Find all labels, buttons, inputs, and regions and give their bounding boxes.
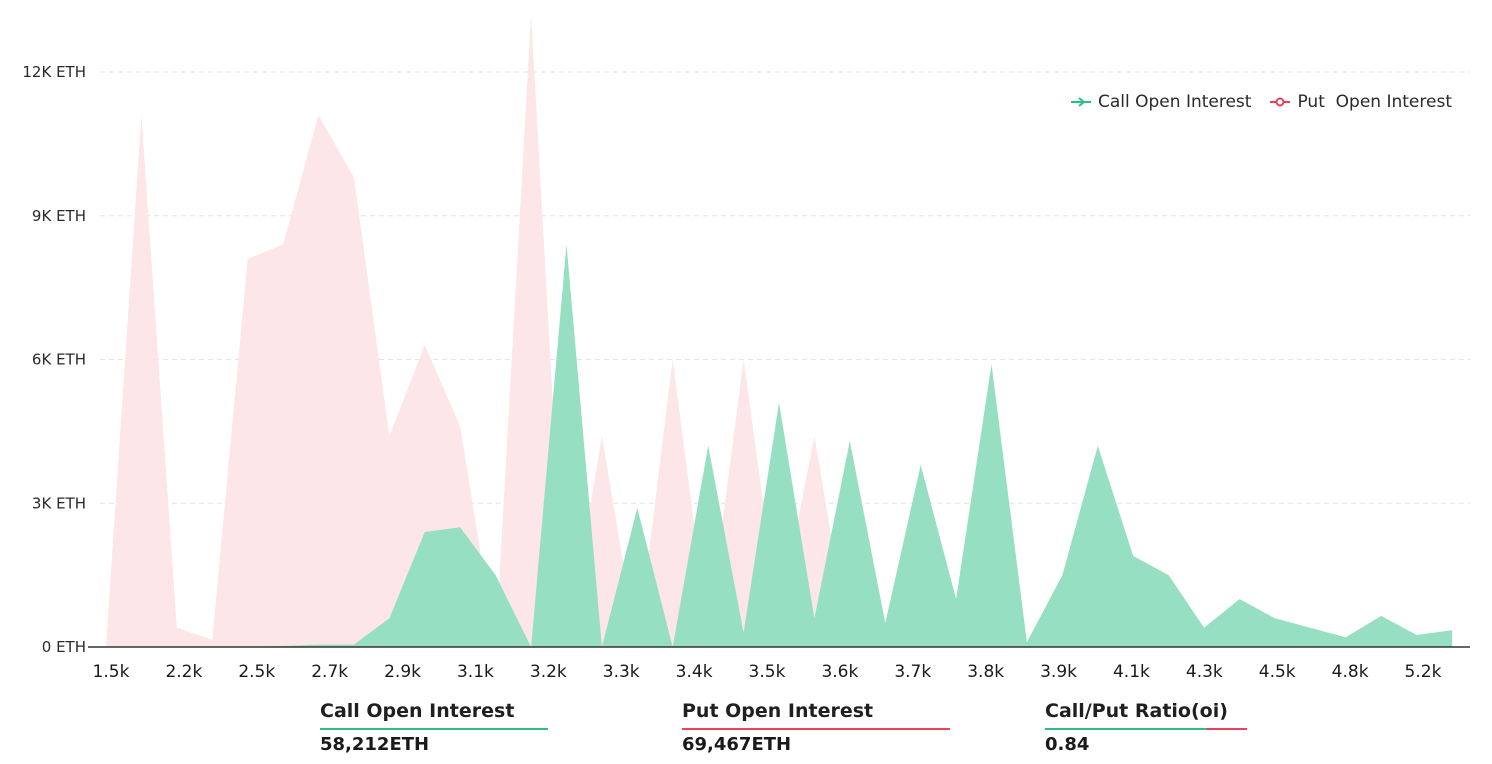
put-oi-value-row: 69,467ETH — [682, 734, 950, 755]
put-oi-underline — [682, 728, 950, 730]
x-tick-label: 2.2k — [165, 662, 202, 682]
x-tick-label: 3.7k — [894, 662, 931, 682]
x-tick-label: 3.9k — [1040, 662, 1077, 682]
x-tick-label: 4.8k — [1332, 662, 1369, 682]
summary-stats: Call Open Interest 58,212ETH Put Open In… — [0, 700, 1492, 764]
legend-call-label: Call Open Interest — [1098, 92, 1252, 112]
ratio-label: Call/Put Ratio(oi) — [1045, 700, 1228, 722]
call-legend-icon — [1071, 97, 1091, 107]
legend-put-label: Put Open Interest — [1297, 92, 1452, 112]
tick-labels: 0 ETH 3K ETH 6K ETH 9K ETH 12K ETH 1.5k 2.2k 2.… — [22, 63, 1441, 682]
y-tick-label: 3K ETH — [32, 494, 86, 512]
x-tick-label: 3.2k — [530, 662, 567, 682]
y-tick-label: 12K ETH — [22, 63, 86, 81]
put-area — [106, 14, 1452, 647]
x-tick-label: 3.4k — [676, 662, 713, 682]
open-interest-chart: 0 ETH 3K ETH 6K ETH 9K ETH 12K ETH 1.5k 2.2k 2.… — [22, 14, 1470, 682]
call-oi-value-row: 58,212ETH — [320, 734, 548, 755]
x-tick-label: 4.3k — [1186, 662, 1223, 682]
x-tick-label: 5.2k — [1405, 662, 1442, 682]
y-tick-label: 0 ETH — [42, 638, 86, 656]
put-oi-value: 69,467 — [682, 734, 752, 755]
call-oi-stat: Call Open Interest 58,212ETH — [320, 700, 548, 755]
x-tick-label: 2.5k — [238, 662, 275, 682]
x-tick-label: 3.8k — [967, 662, 1004, 682]
put-oi-stat: Put Open Interest 69,467ETH — [682, 700, 950, 755]
y-tick-label: 6K ETH — [32, 351, 86, 369]
ratio-underline — [1045, 728, 1247, 730]
x-tick-label: 4.1k — [1113, 662, 1150, 682]
x-tick-label: 4.5k — [1259, 662, 1296, 682]
chart-legend: Call Open Interest Put Open Interest — [1070, 92, 1452, 112]
x-tick-label: 3.6k — [821, 662, 858, 682]
chart-canvas: 0 ETH 3K ETH 6K ETH 9K ETH 12K ETH 1.5k 2.2k 2.… — [22, 14, 1470, 682]
ratio-stat: Call/Put Ratio(oi) 0.84 — [1045, 700, 1247, 755]
x-tick-label: 3.5k — [749, 662, 786, 682]
put-legend-icon — [1270, 97, 1291, 107]
call-oi-label: Call Open Interest — [320, 700, 515, 722]
x-tick-label: 1.5k — [93, 662, 130, 682]
call-oi-value: 58,212 — [320, 734, 390, 755]
x-tick-label: 3.1k — [457, 662, 494, 682]
call-oi-underline — [320, 728, 548, 730]
call-oi-unit: ETH — [389, 734, 430, 755]
put-oi-label: Put Open Interest — [682, 700, 874, 722]
ratio-value: 0.84 — [1045, 734, 1090, 755]
call-area — [106, 244, 1452, 647]
x-tick-label: 2.7k — [311, 662, 348, 682]
x-tick-label: 3.3k — [603, 662, 640, 682]
legend-item-call[interactable]: Call Open Interest — [1070, 92, 1251, 112]
x-tick-label: 2.9k — [384, 662, 421, 682]
legend-item-put[interactable]: Put Open Interest — [1269, 92, 1452, 112]
put-oi-unit: ETH — [751, 734, 792, 755]
series-areas — [106, 14, 1452, 647]
y-tick-label: 9K ETH — [32, 207, 86, 225]
